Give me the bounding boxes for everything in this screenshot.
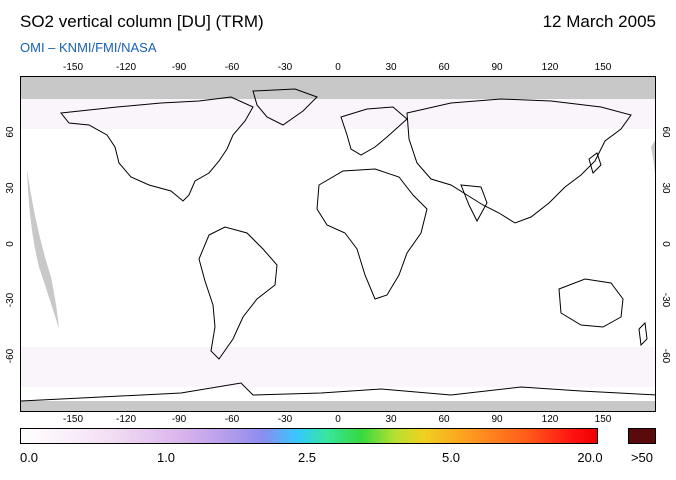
lon-tick-bottom: -30	[277, 414, 293, 425]
colorbar-label: 5.0	[441, 450, 461, 465]
australia-coast	[558, 278, 624, 328]
lat-tick-left: -30	[5, 292, 16, 308]
south-america-coast	[198, 226, 278, 360]
lon-tick-bottom: 0	[335, 414, 341, 425]
colorbar-label: 20.0	[577, 450, 603, 465]
lon-tick-top: 60	[438, 62, 450, 73]
no-data-orbit-gap-left	[27, 169, 59, 329]
colorbar-label: 1.0	[156, 450, 176, 465]
no-data-arctic	[21, 77, 655, 99]
lat-tick-left: 30	[5, 182, 16, 194]
so2-haze-northern	[21, 99, 655, 129]
colorbar-overflow-swatch	[628, 428, 656, 444]
lon-tick-top: 150	[594, 62, 612, 73]
north-america-coast	[60, 96, 254, 202]
world-map	[20, 76, 656, 412]
lon-tick-top: -60	[224, 62, 240, 73]
lat-tick-left: -60	[5, 348, 16, 364]
lon-tick-top: -150	[62, 62, 84, 73]
lon-tick-bottom: -150	[62, 414, 84, 425]
so2-haze-southern	[21, 347, 655, 387]
no-data-antarctic	[21, 401, 655, 411]
map-date: 12 March 2005	[542, 12, 656, 31]
data-credit: OMI – KNMI/FMI/NASA	[20, 40, 157, 55]
colorbar-overflow-label: >50	[630, 450, 654, 465]
antarctica-coast	[21, 382, 655, 402]
lat-tick-right: 0	[660, 241, 671, 247]
africa-coast	[316, 168, 428, 300]
lon-tick-bottom: 90	[491, 414, 503, 425]
lon-tick-top: 120	[541, 62, 559, 73]
map-title: SO2 vertical column [DU] (TRM)	[20, 12, 264, 31]
lon-tick-bottom: -60	[224, 414, 240, 425]
new-zealand-coast	[638, 321, 648, 347]
lon-tick-bottom: 60	[438, 414, 450, 425]
lon-tick-top: 30	[385, 62, 397, 73]
lon-tick-top: 0	[335, 62, 341, 73]
lat-tick-left: 60	[5, 126, 16, 138]
lon-tick-top: -30	[277, 62, 293, 73]
lon-tick-top: -90	[171, 62, 187, 73]
lat-tick-left: 0	[5, 241, 16, 247]
lon-tick-bottom: 150	[594, 414, 612, 425]
asia-coast	[406, 98, 632, 224]
lat-tick-right: 60	[660, 126, 671, 138]
lat-tick-right: 30	[660, 182, 671, 194]
lon-tick-top: 90	[491, 62, 503, 73]
world-map-svg	[21, 77, 655, 411]
europe-coast	[340, 106, 408, 156]
india-coast	[460, 184, 488, 223]
colorbar-label: 0.0	[19, 450, 39, 465]
colorbar-gradient	[20, 428, 598, 444]
lon-tick-bottom: -120	[115, 414, 137, 425]
greenland-coast	[252, 88, 318, 126]
lat-tick-right: -60	[660, 348, 671, 364]
lon-tick-top: -120	[115, 62, 137, 73]
lat-tick-right: -30	[660, 292, 671, 308]
colorbar-label: 2.5	[297, 450, 317, 465]
lon-tick-bottom: 120	[541, 414, 559, 425]
lon-tick-bottom: 30	[385, 414, 397, 425]
no-data-orbit-gap-right	[651, 140, 655, 175]
lon-tick-bottom: -90	[171, 414, 187, 425]
japan-coast	[588, 152, 602, 174]
